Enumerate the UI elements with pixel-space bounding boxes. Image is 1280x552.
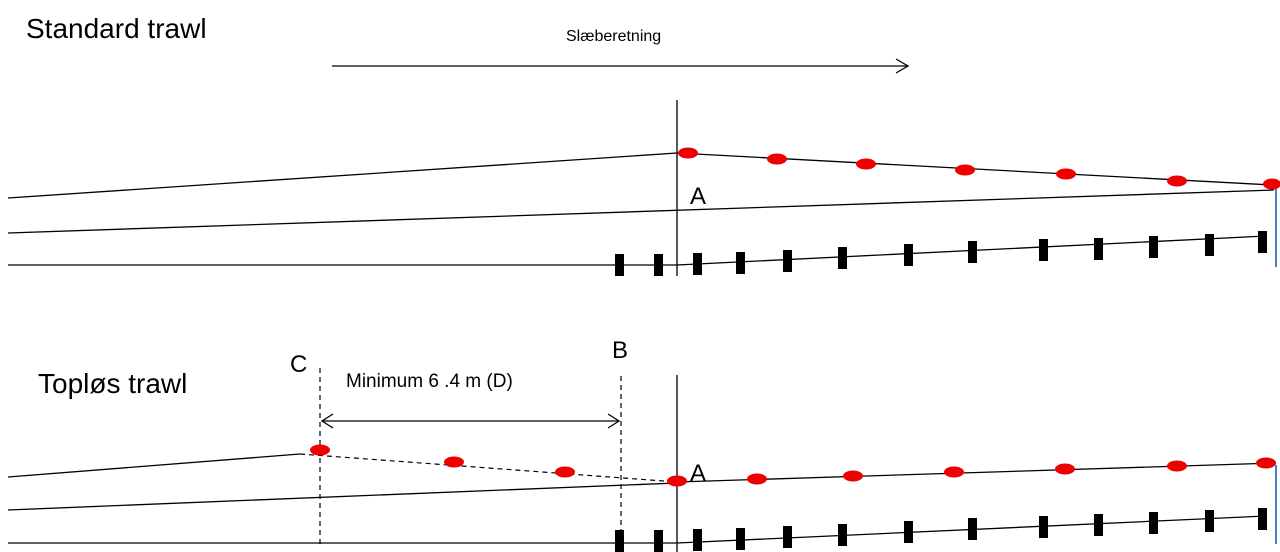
point-c-label: C [290,351,307,378]
weight-icon [615,254,624,276]
weight-icon [838,524,847,546]
standard-headline [7,152,1273,199]
float-icon [667,475,687,487]
weight-icon [736,252,745,274]
minimum-distance-label: Minimum 6 .4 m (D) [346,371,513,392]
topless-weights [615,508,1267,552]
float-icon [856,158,876,170]
weight-icon [1149,236,1158,258]
float-icon [1263,178,1280,190]
topless-trawl-title: Topløs trawl [38,368,187,399]
float-icon [944,466,964,478]
towing-direction-label: Slæberetning [566,28,661,45]
weight-icon [1205,510,1214,532]
weight-icon [1039,239,1048,261]
weight-icon [783,250,792,272]
weight-icon [1094,514,1103,536]
float-icon [955,164,975,176]
float-icon [1055,463,1075,475]
float-icon [1056,168,1076,180]
float-icon [767,153,787,165]
weight-icon [1094,238,1103,260]
weight-icon [736,528,745,550]
weight-icon [615,530,624,552]
float-icon [1167,460,1187,472]
standard-weights [615,231,1267,276]
topless-wing-line [7,453,301,478]
weight-icon [693,529,702,551]
weight-icon [968,518,977,540]
weight-icon [1258,231,1267,253]
float-icon [310,444,330,456]
towing-direction-arrow [332,58,910,74]
weight-icon [693,253,702,275]
topless-point-a-label: A [690,460,706,487]
topless-groundrope [8,515,1267,544]
weight-icon [1149,512,1158,534]
weight-icon [654,254,663,276]
float-icon [678,147,698,159]
standard-trawl-panel: Standard trawl Slæberetning A [7,13,1280,276]
float-icon [747,473,767,485]
standard-middle-line [7,189,1275,234]
standard-floats [678,147,1280,190]
weight-icon [904,244,913,266]
float-icon [1256,457,1276,469]
weight-icon [838,247,847,269]
weight-icon [1258,508,1267,530]
standard-point-a-label: A [690,183,706,210]
weight-icon [968,241,977,263]
weight-icon [904,521,913,543]
topless-trawl-panel: Topløs trawl C B Minimum 6 .4 m (D) A [7,337,1277,552]
standard-groundrope [8,235,1267,266]
weight-icon [1205,234,1214,256]
topless-middle-line [7,482,678,511]
float-icon [1167,175,1187,187]
float-icon [843,470,863,482]
removed-headline-section [299,453,678,483]
float-icon [444,456,464,468]
point-b-label: B [612,337,628,364]
standard-trawl-title: Standard trawl [26,13,207,44]
topless-floats [310,444,1276,487]
weight-icon [783,526,792,548]
weight-icon [654,530,663,552]
float-icon [555,466,575,478]
minimum-distance-arrow [320,413,621,429]
weight-icon [1039,516,1048,538]
